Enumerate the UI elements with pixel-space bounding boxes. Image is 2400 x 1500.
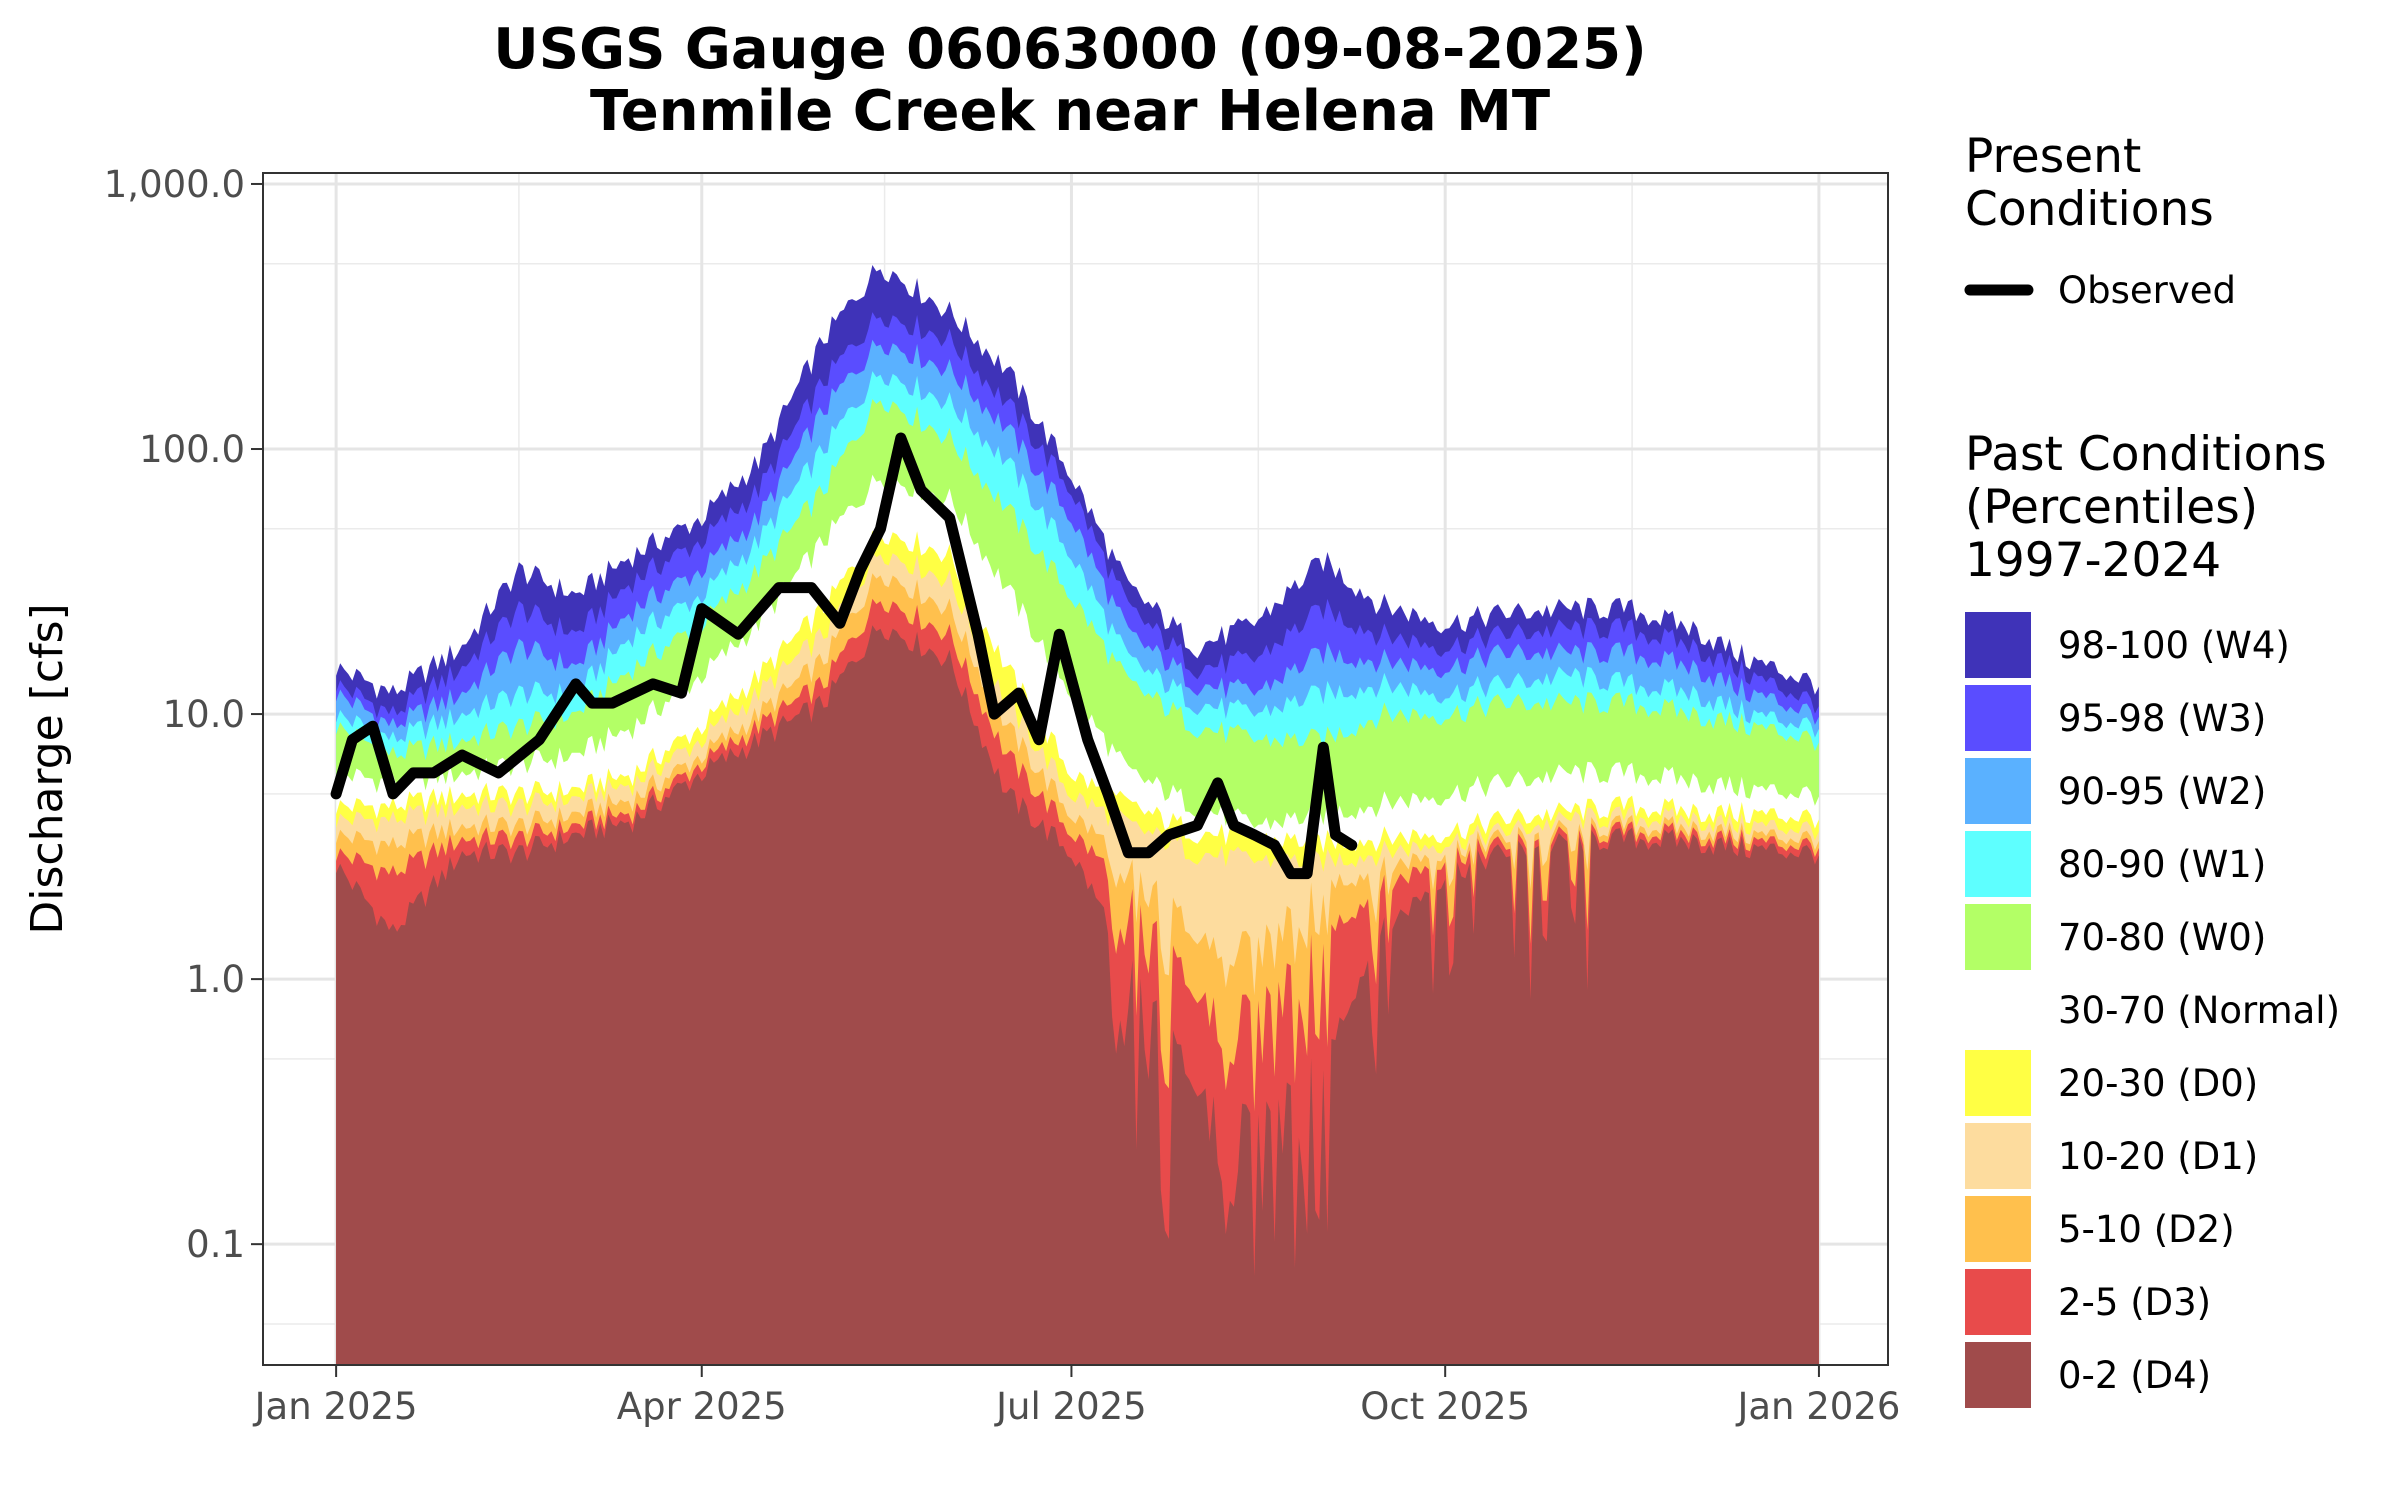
legend-item-label: 70-80 (W0) [2058,916,2266,959]
legend-past-title-line3: 1997-2024 [1965,533,2221,588]
y-tick-label: 1,000.0 [104,163,245,206]
legend-swatch [1965,1123,2031,1189]
legend-swatch [1965,1342,2031,1408]
observed-series [330,432,1358,880]
y-axis-ticks: 0.1 1.0 10.0 100.0 1,000.0 [104,163,263,1266]
legend-item-label: 0-2 (D4) [2058,1354,2211,1397]
legend-observed-label: Observed [2058,269,2236,312]
legend-item-label: 95-98 (W3) [2058,697,2266,740]
y-axis-label: Discharge [cfs] [22,603,73,934]
x-tick-label: Jan 2026 [1735,1385,1900,1428]
legend-item-label: 80-90 (W1) [2058,843,2266,886]
y-tick-label: 10.0 [163,693,245,736]
legend-item-label: 10-20 (D1) [2058,1135,2258,1178]
observed-line [330,432,1358,880]
legend-past-title-line1: Past Conditions [1965,427,2327,482]
band-d4 [336,625,1819,1365]
legend-item-label: 30-70 (Normal) [2058,989,2340,1032]
legend-swatch [1965,1050,2031,1116]
x-axis-ticks: Jan 2025 Apr 2025 Jul 2025 Oct 2025 Jan 2026 [253,1365,1900,1428]
plot-area [262,172,1889,1366]
x-tick-label: Oct 2025 [1360,1385,1530,1428]
legend: Present Conditions Observed Past Conditi… [1964,129,2340,1408]
legend-item-label: 90-95 (W2) [2058,770,2266,813]
legend-swatch [1965,977,2031,1043]
legend-swatch [1965,612,2031,678]
x-tick-label: Apr 2025 [617,1385,787,1428]
legend-swatch [1965,685,2031,751]
legend-swatch [1965,1269,2031,1335]
percentile-bands [336,265,1819,1366]
legend-item-label: 2-5 (D3) [2058,1281,2211,1324]
legend-present-title-line2: Conditions [1965,182,2214,237]
x-tick-label: Jan 2025 [253,1385,418,1428]
legend-band-items: 98-100 (W4) 95-98 (W3) 90-95 (W2) 80-90 (W1… [1965,612,2340,1408]
plot-border [262,172,1889,1366]
chart-title: USGS Gauge 06063000 (09-08-2025) [493,17,1646,82]
x-tick-label: Jul 2025 [994,1385,1147,1428]
legend-past-title-line2: (Percentiles) [1965,480,2258,535]
legend-swatch [1965,1196,2031,1262]
legend-swatch [1965,831,2031,897]
y-tick-label: 100.0 [139,428,245,471]
legend-swatch [1965,904,2031,970]
y-tick-label: 1.0 [186,958,245,1001]
legend-item-label: 20-30 (D0) [2058,1062,2258,1105]
legend-present-title-line1: Present [1965,129,2141,184]
y-tick-label: 0.1 [186,1223,245,1266]
chart-subtitle: Tenmile Creek near Helena MT [590,79,1550,144]
legend-item-label: 5-10 (D2) [2058,1208,2235,1251]
legend-swatch [1965,758,2031,824]
legend-item-label: 98-100 (W4) [2058,624,2290,667]
